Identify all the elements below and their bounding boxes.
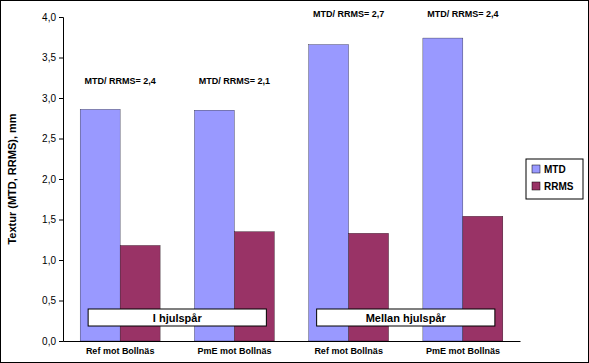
y-tick-label: 1,5 — [42, 214, 56, 225]
x-tick-label: Ref mot Bollnäs — [86, 346, 155, 356]
x-axis-line — [64, 341, 521, 342]
y-tick-label: 1,0 — [42, 255, 56, 266]
y-tick-label: 2,0 — [42, 174, 56, 185]
annotation: MTD/ RRMS= 2,4 — [427, 9, 498, 19]
annotation: MTD/ RRMS= 2,1 — [199, 76, 270, 86]
y-tick-mark — [59, 179, 63, 180]
plot: 0,0 0,5 1,0 1,5 2,0 2,5 3,0 3,5 4,0 Ref mot Bolln… — [42, 9, 520, 356]
y-tick-mark — [59, 301, 63, 302]
y-tick: 0,0 — [42, 336, 63, 347]
bar — [80, 109, 120, 341]
bar — [194, 110, 234, 341]
y-tick-mark — [59, 58, 63, 59]
y-tick: 1,5 — [42, 214, 63, 225]
y-axis-title: Textur (MTD, RRMS), mm — [6, 113, 18, 244]
y-tick-label: 3,5 — [42, 52, 56, 63]
x-tick-label: PmE mot Bollnäs — [426, 346, 500, 356]
x-tick-label: PmE mot Bollnäs — [197, 346, 271, 356]
legend-label: RRMS — [544, 181, 574, 192]
group-box — [88, 309, 266, 326]
group-label: I hjulspår — [153, 312, 203, 324]
y-tick-mark — [59, 260, 63, 261]
annotation: MTD/ RRMS= 2,4 — [84, 76, 155, 86]
y-tick-mark — [59, 139, 63, 140]
x-tick: PmE mot Bollnäs — [426, 341, 500, 356]
y-tick-label: 0,0 — [42, 336, 56, 347]
y-axis-line — [59, 18, 64, 342]
x-axis: Ref mot Bollnäs PmE mot Bollnäs Ref mot Bo… — [64, 341, 521, 356]
y-tick-mark — [59, 341, 63, 342]
y-tick-mark — [59, 220, 63, 221]
group-label: Mellan hjulspår — [366, 312, 447, 324]
y-tick-mark — [59, 17, 63, 18]
y-tick-label: 0,5 — [42, 295, 56, 306]
y-tick-label: 3,0 — [42, 93, 56, 104]
bar — [309, 45, 349, 341]
y-tick: 3,5 — [42, 52, 63, 63]
chart: 0,0 0,5 1,0 1,5 2,0 2,5 3,0 3,5 4,0 Ref mot Bolln… — [0, 0, 589, 363]
legend-swatch — [532, 165, 540, 173]
x-tick: PmE mot Bollnäs — [197, 341, 271, 356]
y-tick: 2,0 — [42, 174, 63, 185]
group-box — [317, 309, 495, 326]
y-tick: 0,5 — [42, 295, 63, 306]
y-axis: 0,0 0,5 1,0 1,5 2,0 2,5 3,0 3,5 4,0 — [42, 12, 63, 347]
bar — [423, 38, 463, 341]
y-tick-label: 2,5 — [42, 133, 56, 144]
y-tick: 1,0 — [42, 255, 63, 266]
y-tick: 2,5 — [42, 133, 63, 144]
bar — [120, 245, 160, 341]
legend-label: MTD — [544, 164, 566, 175]
x-tick: Ref mot Bollnäs — [314, 341, 383, 356]
legend: MTD RRMS — [526, 159, 583, 199]
x-tick-label: Ref mot Bollnäs — [314, 346, 383, 356]
legend-box — [526, 159, 583, 199]
x-tick: Ref mot Bollnäs — [86, 341, 155, 356]
annotation: MTD/ RRMS= 2,7 — [313, 9, 384, 19]
y-tick-label: 4,0 — [42, 12, 56, 23]
chart-border — [1, 1, 589, 363]
legend-swatch — [532, 182, 540, 190]
y-tick: 4,0 — [42, 12, 63, 23]
y-tick-mark — [59, 98, 63, 99]
y-tick: 3,0 — [42, 93, 63, 104]
bars — [80, 38, 503, 341]
